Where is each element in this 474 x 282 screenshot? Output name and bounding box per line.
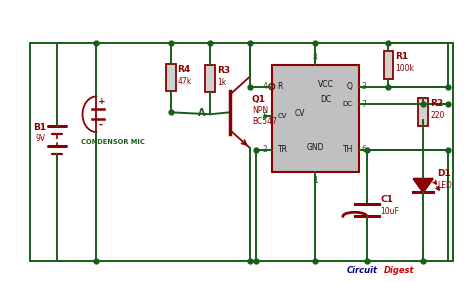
Text: -: -: [99, 120, 102, 130]
Text: A: A: [199, 108, 206, 118]
Text: R3: R3: [217, 66, 230, 75]
Bar: [418, 98, 428, 126]
Text: DC: DC: [320, 95, 331, 104]
Text: 6: 6: [362, 146, 366, 155]
Text: VCC: VCC: [318, 80, 334, 89]
Text: R4: R4: [178, 65, 191, 74]
Text: 2: 2: [263, 146, 268, 155]
Text: 220: 220: [430, 111, 445, 120]
Text: 10uF: 10uF: [381, 207, 400, 216]
Text: R1: R1: [395, 52, 409, 61]
Bar: [166, 64, 175, 91]
Text: 4: 4: [263, 82, 268, 91]
Text: CONDENSOR MIC: CONDENSOR MIC: [81, 139, 144, 145]
Text: Digest: Digest: [383, 266, 414, 275]
Text: C1: C1: [381, 195, 393, 204]
Text: 7: 7: [362, 100, 366, 109]
Text: Circuit: Circuit: [347, 266, 378, 275]
Text: 1k: 1k: [217, 78, 227, 87]
Text: DC: DC: [343, 101, 353, 107]
Text: GND: GND: [307, 143, 324, 152]
Text: TR: TR: [278, 146, 288, 155]
Text: 9V: 9V: [35, 134, 45, 143]
Text: TH: TH: [343, 146, 353, 155]
Text: 8: 8: [313, 53, 318, 62]
Text: R2: R2: [430, 99, 443, 108]
Text: BC547: BC547: [252, 117, 277, 126]
Text: D1: D1: [437, 169, 451, 178]
Text: 5: 5: [263, 112, 268, 121]
Bar: [272, 65, 359, 172]
Text: LED: LED: [437, 180, 452, 190]
Bar: [383, 51, 393, 79]
Text: 47k: 47k: [178, 77, 192, 85]
Text: CV: CV: [278, 113, 287, 119]
Text: 100k: 100k: [395, 64, 414, 73]
Bar: [205, 65, 215, 92]
Text: +: +: [99, 97, 106, 106]
Text: 3: 3: [362, 82, 366, 91]
Text: B1: B1: [33, 123, 46, 132]
Text: Q1: Q1: [252, 95, 266, 104]
Polygon shape: [413, 179, 433, 193]
Text: 1: 1: [313, 176, 318, 185]
Text: CV: CV: [294, 109, 305, 118]
Text: NPN: NPN: [252, 106, 268, 115]
Text: Q: Q: [347, 82, 353, 91]
Text: R: R: [278, 82, 283, 91]
